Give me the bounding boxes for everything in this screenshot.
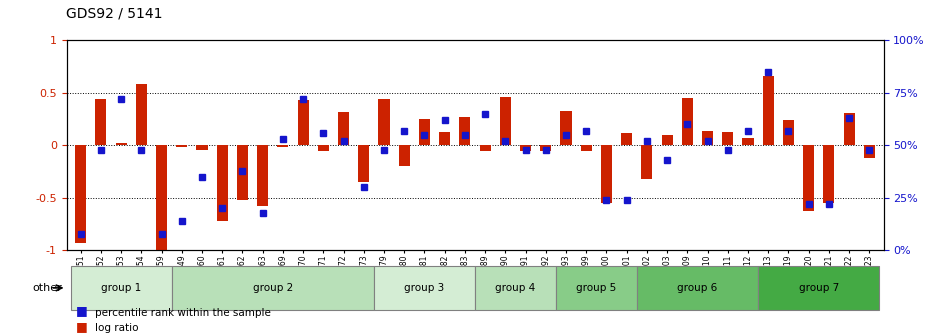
Text: ■: ■ xyxy=(76,320,87,333)
Text: group 4: group 4 xyxy=(495,283,536,293)
Text: GDS92 / 5141: GDS92 / 5141 xyxy=(66,6,163,20)
FancyBboxPatch shape xyxy=(556,266,637,309)
Bar xyxy=(277,145,289,148)
Bar xyxy=(661,135,673,145)
Text: log ratio: log ratio xyxy=(95,323,139,333)
Bar xyxy=(257,145,268,206)
Bar xyxy=(541,145,551,151)
Text: other: other xyxy=(32,283,63,293)
Bar xyxy=(722,132,733,145)
Bar xyxy=(217,145,228,221)
Text: ■: ■ xyxy=(76,304,87,318)
Text: group 1: group 1 xyxy=(101,283,142,293)
Bar xyxy=(156,145,167,250)
Bar xyxy=(743,138,753,145)
Bar xyxy=(197,145,207,150)
FancyBboxPatch shape xyxy=(172,266,374,309)
Bar xyxy=(136,84,147,145)
Bar xyxy=(641,145,653,179)
FancyBboxPatch shape xyxy=(374,266,475,309)
Text: group 2: group 2 xyxy=(253,283,293,293)
Bar xyxy=(237,145,248,200)
Bar xyxy=(702,131,713,145)
Text: group 6: group 6 xyxy=(677,283,717,293)
Bar xyxy=(560,111,572,145)
Bar xyxy=(864,145,875,158)
Bar xyxy=(844,113,855,145)
Bar xyxy=(75,145,86,243)
Bar xyxy=(338,112,349,145)
Text: group 3: group 3 xyxy=(405,283,445,293)
Bar xyxy=(601,145,612,203)
Bar xyxy=(358,145,370,182)
Bar xyxy=(439,132,450,145)
Bar xyxy=(460,117,470,145)
Bar xyxy=(95,99,106,145)
Bar xyxy=(317,145,329,151)
FancyBboxPatch shape xyxy=(636,266,758,309)
Bar xyxy=(419,119,430,145)
Bar xyxy=(399,145,409,166)
Bar xyxy=(480,145,490,151)
Bar xyxy=(621,133,633,145)
Bar xyxy=(824,145,834,203)
Bar xyxy=(682,98,693,145)
Bar xyxy=(580,145,592,151)
Bar xyxy=(378,99,390,145)
Bar xyxy=(116,143,126,145)
Bar xyxy=(520,145,531,151)
Text: percentile rank within the sample: percentile rank within the sample xyxy=(95,307,271,318)
Bar xyxy=(803,145,814,211)
Bar xyxy=(297,100,309,145)
Text: group 5: group 5 xyxy=(577,283,617,293)
Bar xyxy=(783,120,794,145)
Bar xyxy=(500,97,511,145)
Bar xyxy=(763,76,774,145)
FancyBboxPatch shape xyxy=(475,266,556,309)
Text: group 7: group 7 xyxy=(799,283,839,293)
Bar xyxy=(176,145,187,148)
FancyBboxPatch shape xyxy=(758,266,880,309)
FancyBboxPatch shape xyxy=(70,266,172,309)
